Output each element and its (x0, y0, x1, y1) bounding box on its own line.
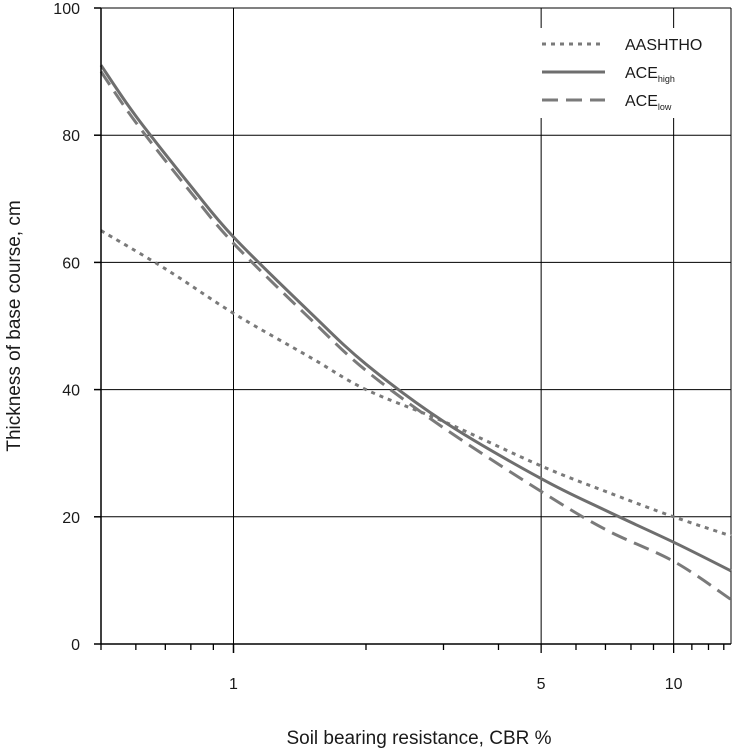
legend: AASHTHO ACEhigh ACElow (530, 28, 720, 118)
y-axis-title: Thickness of base course, cm (4, 200, 25, 451)
series-line-acehigh (99, 64, 732, 573)
legend-label-acelow: ACElow (625, 93, 672, 112)
y-tick-label: 100 (53, 1, 80, 18)
series-layer (99, 64, 732, 601)
legend-label-acehigh: ACEhigh (625, 65, 675, 84)
y-tick-label: 40 (62, 383, 80, 400)
axes (100, 8, 731, 645)
ticks: 0 20 40 60 80 100 1 5 10 (53, 1, 725, 693)
y-tick-label: 20 (62, 510, 80, 527)
legend-label-aashtho: AASHTHO (625, 37, 702, 54)
y-tick-label: 80 (62, 128, 80, 145)
y-tick-label: 0 (71, 637, 80, 654)
x-axis-title: Soil bearing resistance, CBR % (286, 728, 551, 749)
series-line-acelow (99, 70, 732, 601)
x-tick-label: 1 (229, 676, 238, 693)
y-tick-label: 60 (62, 255, 80, 272)
x-tick-label: 5 (537, 676, 546, 693)
x-tick-label: 10 (665, 676, 683, 693)
series-line-aashtho (100, 229, 732, 538)
